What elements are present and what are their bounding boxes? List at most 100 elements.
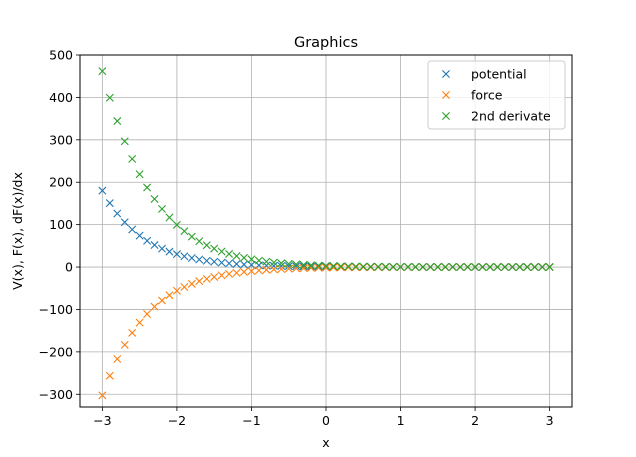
data-point — [247, 267, 256, 276]
data-point — [217, 271, 226, 280]
data-point — [433, 263, 442, 271]
data-point — [165, 247, 174, 256]
data-point — [523, 263, 532, 272]
data-point — [329, 262, 338, 271]
data-point — [202, 256, 211, 265]
data-point — [336, 263, 345, 272]
x-tick-label: −3 — [93, 413, 111, 428]
data-point — [195, 277, 204, 286]
data-point — [396, 262, 405, 271]
data-point — [374, 262, 383, 271]
legend-label: force — [471, 88, 503, 103]
data-point — [225, 249, 234, 258]
data-point — [262, 265, 271, 274]
data-point — [254, 266, 263, 275]
data-point — [269, 258, 278, 267]
data-point — [172, 220, 181, 229]
data-point — [292, 262, 301, 271]
x-tick-label: 1 — [397, 413, 405, 428]
data-point — [210, 257, 219, 266]
data-point — [247, 255, 256, 264]
data-point — [113, 209, 122, 218]
data-point — [322, 262, 330, 271]
data-point — [307, 262, 316, 271]
data-point — [493, 263, 502, 272]
data-point — [299, 260, 308, 269]
y-tick-label: −100 — [39, 302, 73, 317]
data-point — [404, 262, 412, 271]
data-point — [202, 241, 211, 250]
data-point — [158, 204, 166, 213]
data-point — [105, 93, 114, 102]
data-point — [545, 263, 554, 272]
data-point — [180, 227, 189, 236]
data-point — [351, 263, 360, 272]
data-point — [150, 195, 159, 204]
data-point — [299, 264, 308, 273]
data-point — [456, 263, 465, 271]
data-point — [314, 261, 323, 270]
data-point — [172, 286, 181, 295]
data-point — [277, 265, 286, 273]
data-point — [478, 263, 487, 272]
data-point — [165, 291, 174, 300]
data-point — [277, 261, 286, 270]
data-point — [128, 154, 137, 163]
data-point — [113, 355, 122, 363]
data-point — [98, 186, 107, 195]
data-point — [314, 263, 323, 272]
data-point — [463, 263, 472, 271]
data-point — [217, 247, 226, 256]
data-point — [165, 213, 174, 222]
data-point — [180, 252, 189, 261]
data-point — [418, 262, 427, 271]
legend-label: potential — [471, 67, 527, 82]
data-point — [180, 283, 189, 292]
series-layer — [98, 67, 554, 400]
data-point — [98, 391, 107, 400]
data-point — [329, 263, 338, 272]
data-point — [225, 259, 234, 268]
data-point — [217, 258, 226, 267]
data-point — [486, 263, 494, 272]
data-point — [187, 232, 196, 241]
y-tick-label: −300 — [39, 387, 73, 402]
data-point — [508, 263, 517, 272]
x-tick-label: 0 — [322, 413, 330, 428]
data-point — [143, 236, 152, 245]
data-point — [150, 302, 159, 311]
data-point — [187, 254, 196, 263]
y-tick-label: 500 — [49, 48, 73, 63]
x-tick-label: −1 — [242, 413, 260, 428]
data-point — [344, 262, 353, 271]
y-tick-label: 400 — [49, 90, 73, 105]
data-point — [143, 310, 152, 318]
x-tick-label: 2 — [471, 413, 479, 428]
data-point — [307, 261, 316, 270]
y-tick-label: 0 — [65, 260, 73, 275]
data-point — [284, 262, 293, 271]
y-tick-label: −200 — [39, 344, 73, 359]
x-axis-label: x — [322, 435, 329, 450]
data-point — [135, 231, 144, 240]
data-point — [210, 272, 219, 281]
data-point — [232, 268, 241, 277]
series-2 — [98, 67, 554, 272]
data-point — [292, 264, 301, 273]
data-point — [135, 170, 144, 179]
data-point — [471, 263, 480, 272]
data-point — [195, 255, 204, 264]
data-point — [351, 262, 360, 271]
data-point — [389, 262, 398, 271]
data-point — [240, 260, 248, 269]
data-point — [322, 261, 330, 270]
legend-label: 2nd derivate — [471, 109, 551, 124]
data-point — [277, 259, 286, 268]
data-point — [105, 371, 114, 380]
data-point — [98, 67, 107, 76]
data-point — [314, 262, 323, 271]
data-point — [530, 263, 539, 272]
data-point — [210, 244, 219, 253]
data-point — [135, 318, 144, 327]
